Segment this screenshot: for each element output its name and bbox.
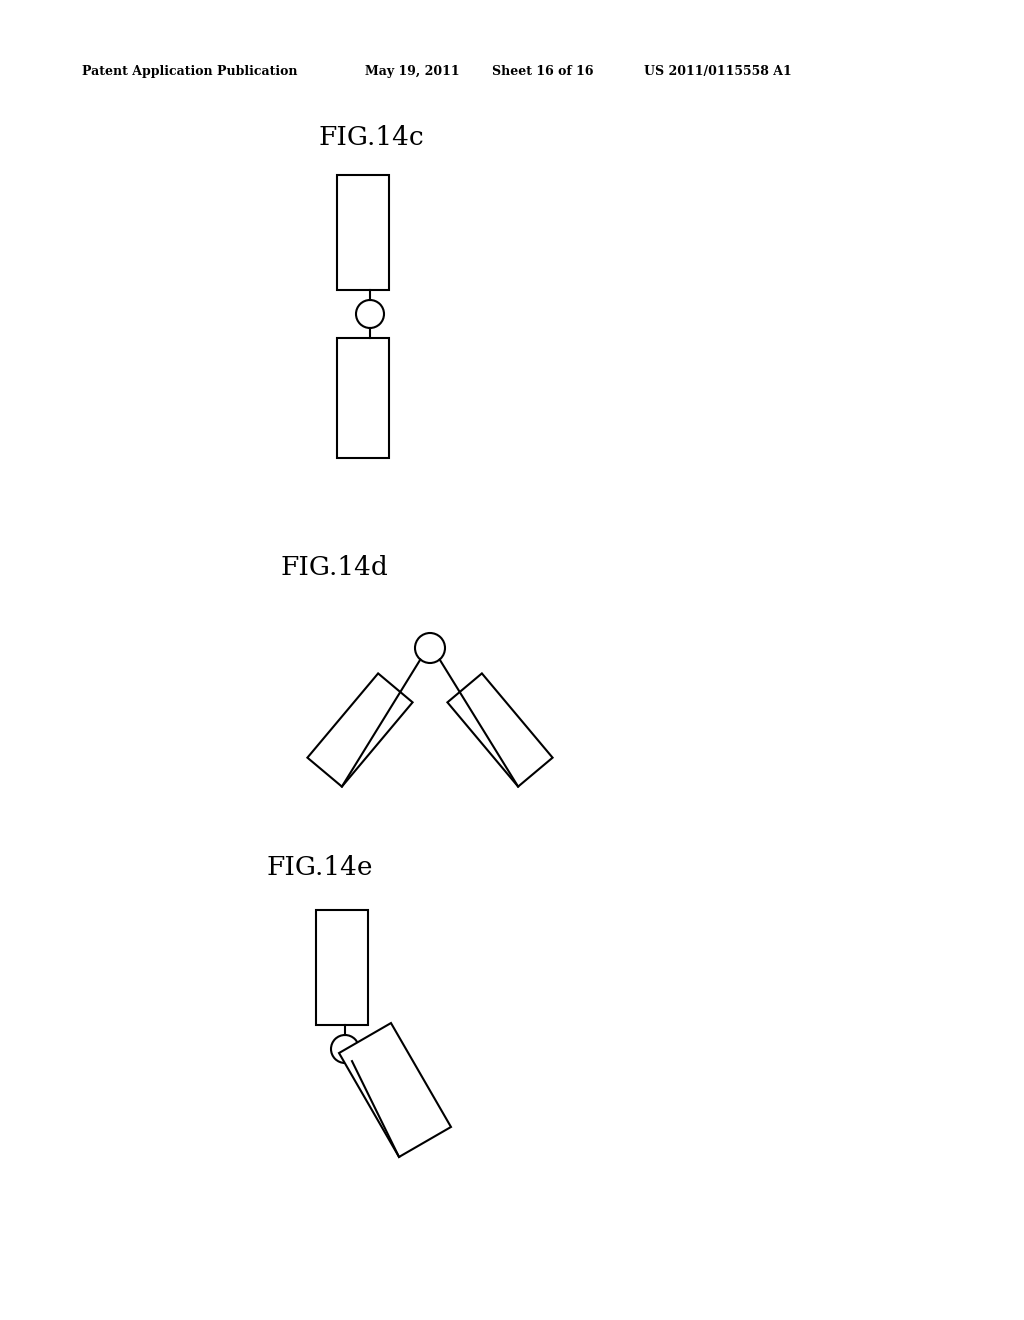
Polygon shape: [339, 1023, 451, 1156]
Polygon shape: [447, 673, 553, 787]
Bar: [337, 176, 389, 290]
Circle shape: [415, 634, 445, 663]
Bar: [316, 909, 368, 1026]
Bar: [337, 338, 389, 458]
Text: FIG.14d: FIG.14d: [280, 554, 388, 579]
Text: US 2011/0115558 A1: US 2011/0115558 A1: [644, 65, 792, 78]
Circle shape: [331, 1035, 359, 1063]
Text: Sheet 16 of 16: Sheet 16 of 16: [492, 65, 594, 78]
Circle shape: [356, 300, 384, 327]
Text: FIG.14c: FIG.14c: [318, 125, 424, 150]
Text: Patent Application Publication: Patent Application Publication: [82, 65, 298, 78]
Text: FIG.14e: FIG.14e: [266, 855, 373, 880]
Text: May 19, 2011: May 19, 2011: [365, 65, 460, 78]
Polygon shape: [307, 673, 413, 787]
